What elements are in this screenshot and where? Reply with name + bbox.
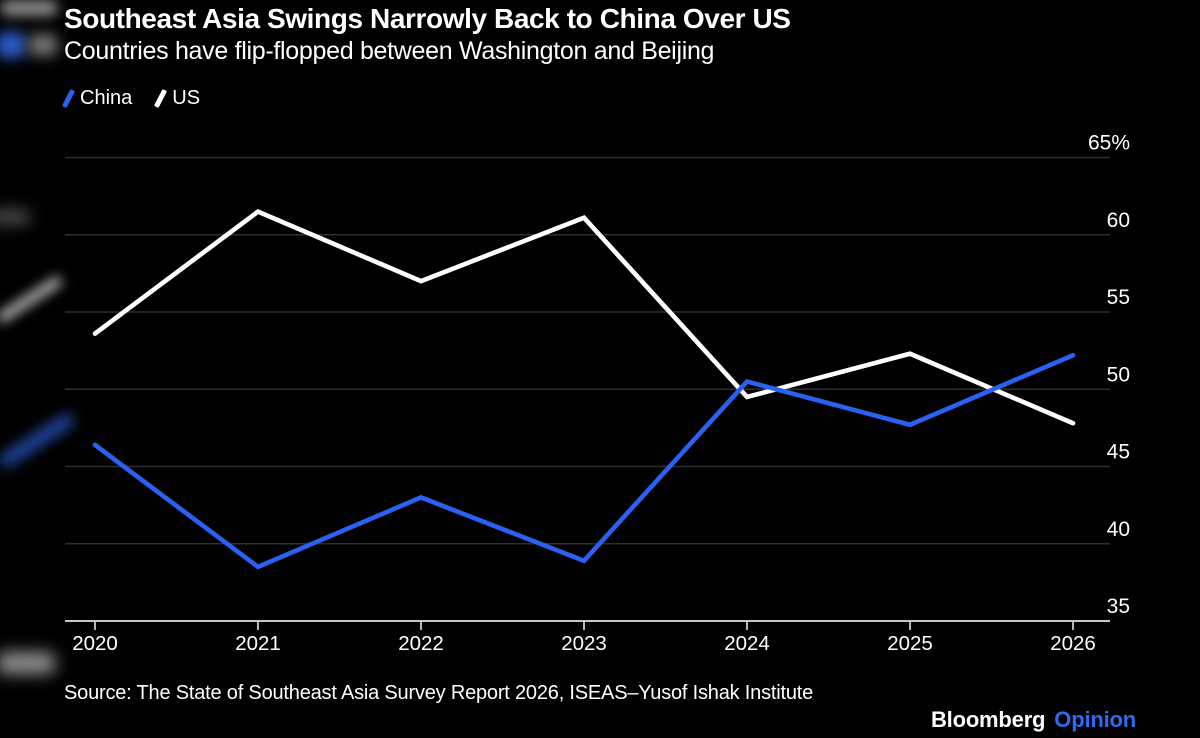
svg-text:55: 55 xyxy=(1107,286,1130,309)
blur-artifact xyxy=(28,34,58,56)
blur-artifact xyxy=(0,652,56,674)
svg-text:2026: 2026 xyxy=(1050,632,1096,655)
blur-artifact xyxy=(0,32,26,58)
svg-text:2023: 2023 xyxy=(561,632,607,655)
bloomberg-opinion-logo: Bloomberg Opinion xyxy=(931,707,1136,733)
legend-label: China xyxy=(80,87,133,109)
svg-text:35: 35 xyxy=(1107,595,1130,618)
svg-text:40: 40 xyxy=(1107,518,1130,541)
svg-text:2021: 2021 xyxy=(235,632,281,655)
source-attribution: Source: The State of Southeast Asia Surv… xyxy=(64,682,814,704)
legend-label: US xyxy=(172,87,201,109)
opinion-wordmark: Opinion xyxy=(1054,707,1136,732)
svg-text:2025: 2025 xyxy=(887,632,933,655)
legend-item-china: China xyxy=(61,87,133,110)
legend-item-us: US xyxy=(154,87,201,110)
blur-artifact xyxy=(0,210,30,224)
svg-text:2024: 2024 xyxy=(724,632,770,655)
svg-text:2020: 2020 xyxy=(72,632,118,655)
svg-text:50: 50 xyxy=(1107,363,1130,386)
blur-artifact xyxy=(0,0,58,16)
bloomberg-wordmark: Bloomberg xyxy=(930,707,1046,732)
chart-subtitle: Countries have flip-flopped between Wash… xyxy=(64,37,715,65)
chart-title: Southeast Asia Swings Narrowly Back to C… xyxy=(64,3,791,34)
svg-text:60: 60 xyxy=(1107,209,1130,232)
svg-text:45: 45 xyxy=(1107,441,1130,464)
background-blur-left xyxy=(0,0,76,738)
svg-text:2022: 2022 xyxy=(398,632,444,655)
svg-text:65%: 65% xyxy=(1088,132,1130,155)
chart-legend: China US xyxy=(61,87,201,110)
